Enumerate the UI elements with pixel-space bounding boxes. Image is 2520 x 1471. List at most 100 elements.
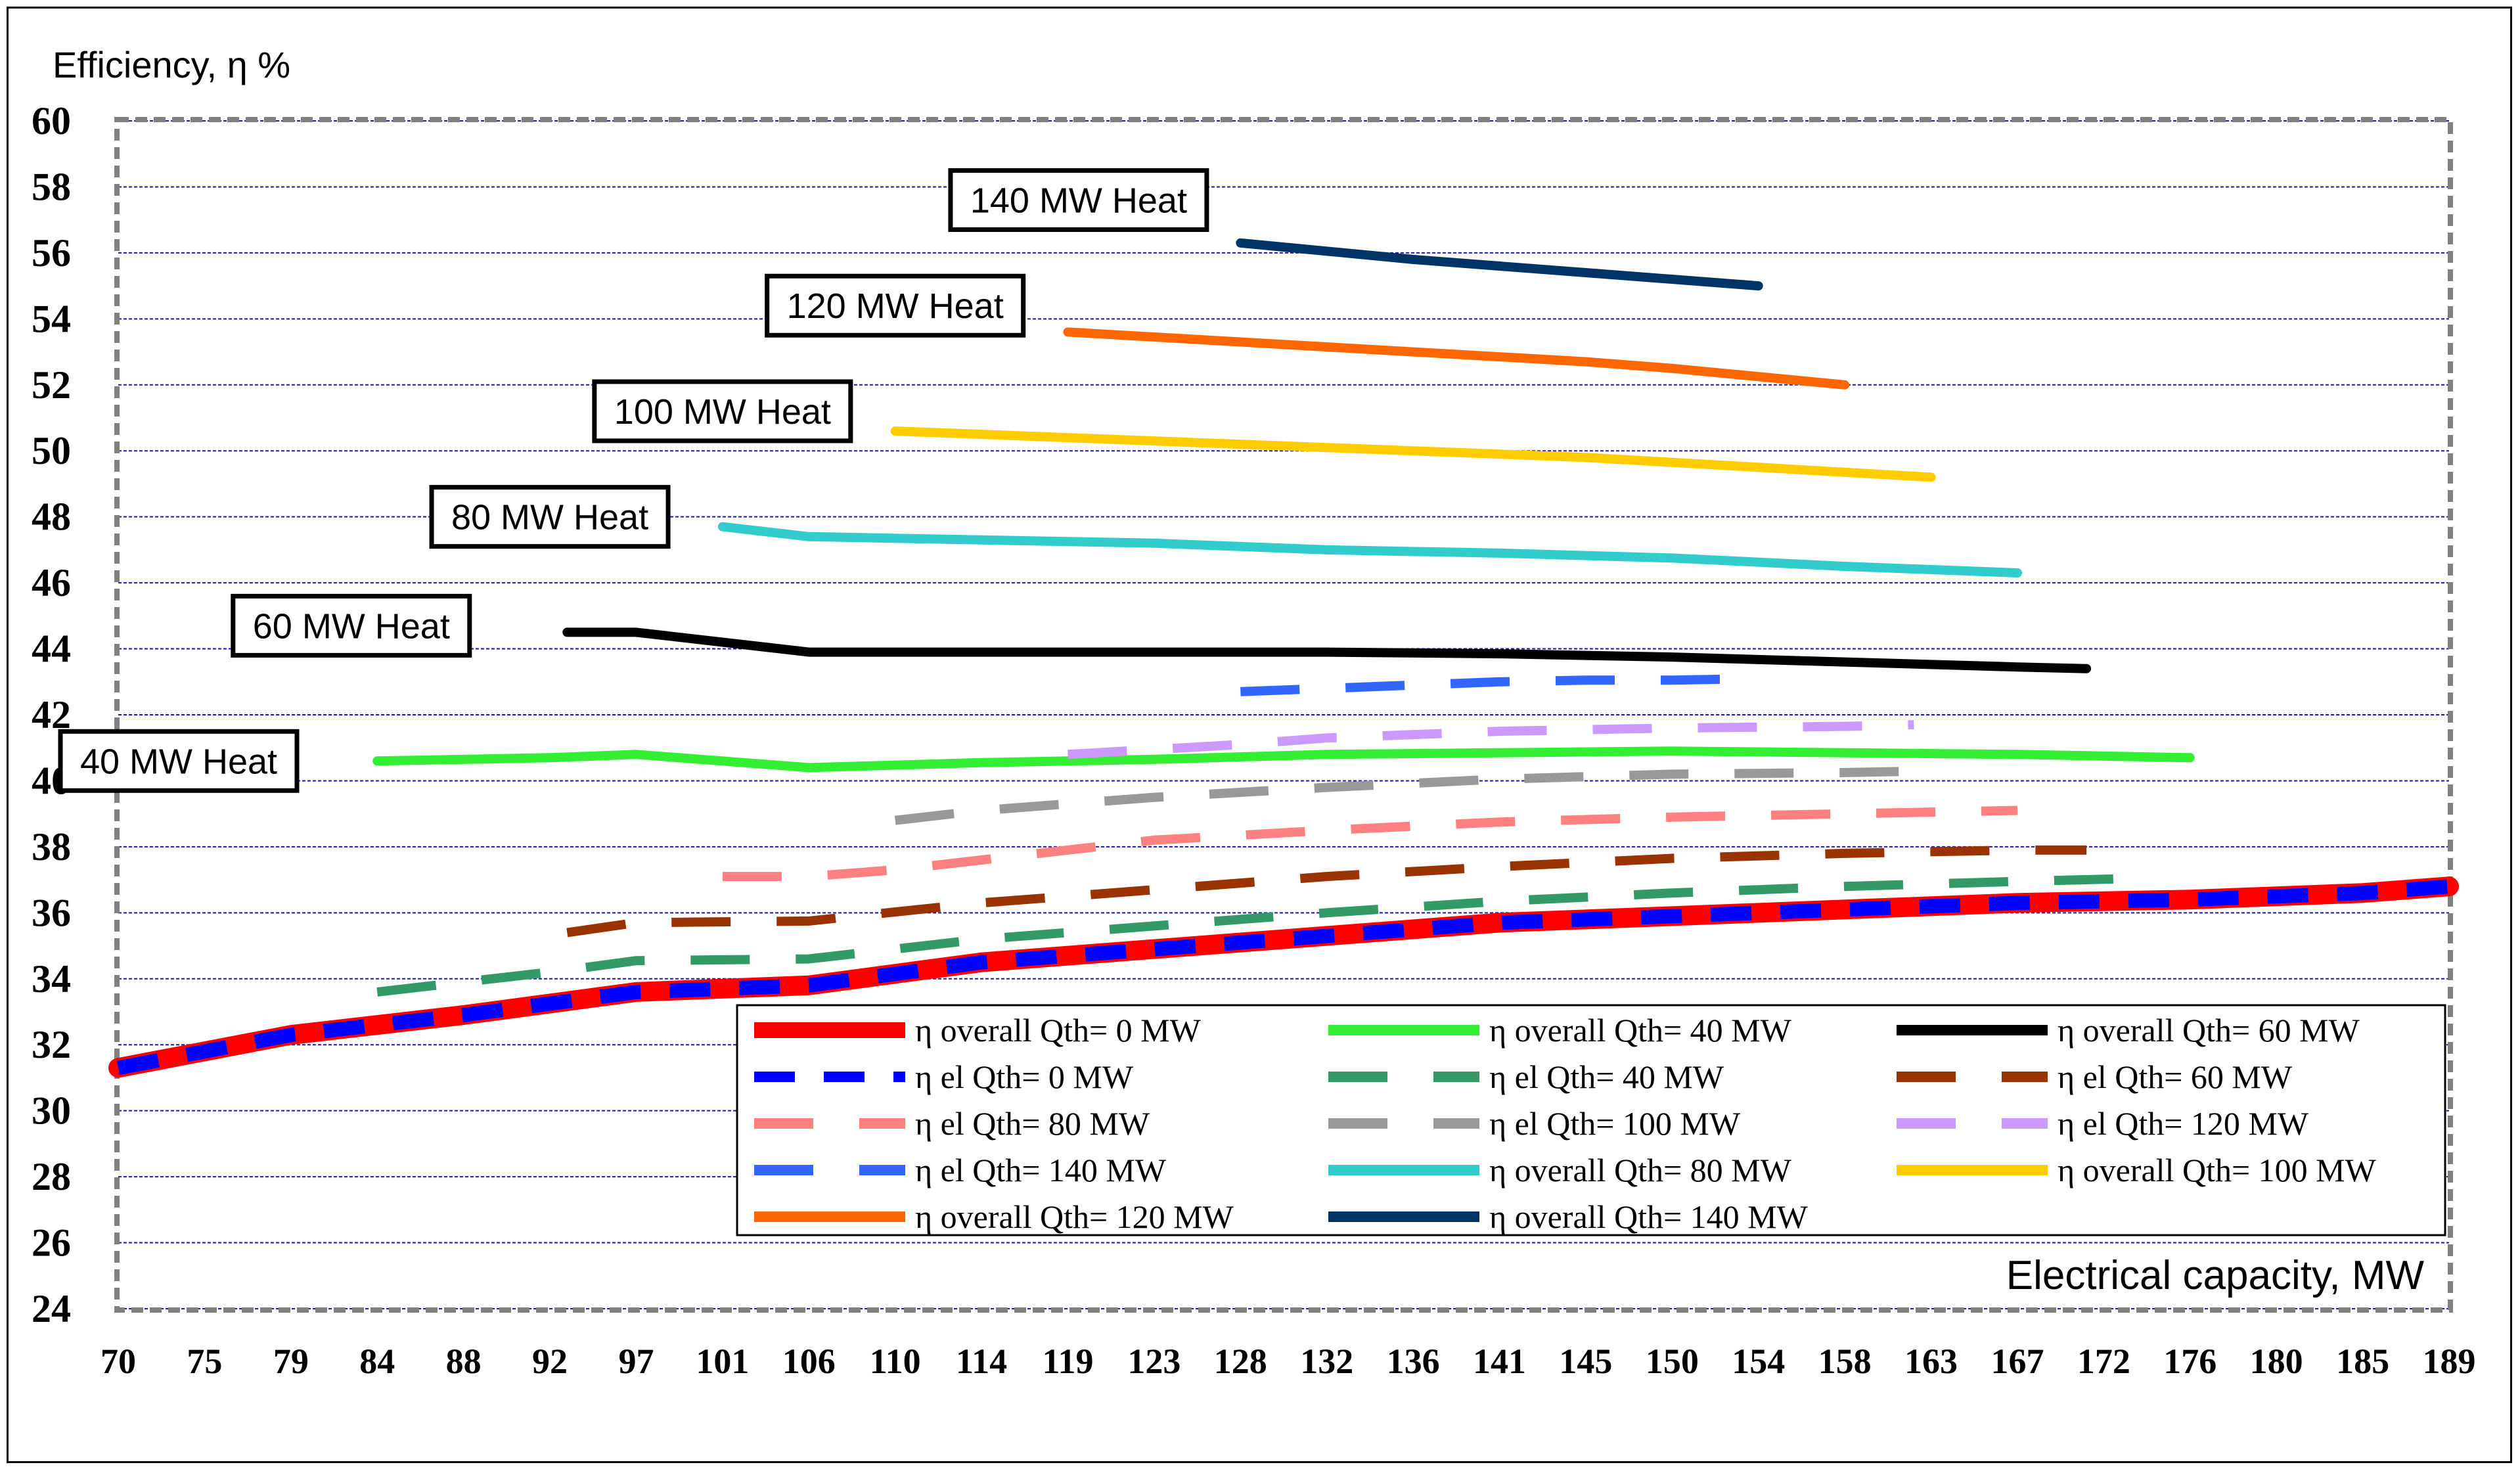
legend-label: η overall Qth= 60 MW (2058, 1012, 2360, 1049)
annotation-box (948, 168, 1209, 233)
x-tick-label: 119 (1042, 1342, 1093, 1381)
legend-entry: η overall Qth= 140 MW (1328, 1198, 1809, 1235)
x-tick-label: 150 (1646, 1342, 1699, 1381)
heat-annotation-0: 40 MW Heat (58, 729, 300, 793)
annotation-box (592, 379, 853, 443)
annotation-box (765, 273, 1026, 338)
legend-entry: η overall Qth= 0 MW (754, 1012, 1202, 1049)
legend-entry: η overall Qth= 100 MW (1897, 1152, 2377, 1188)
legend-label: η el Qth= 120 MW (2058, 1105, 2309, 1142)
y-axis-label: Efficiency, η % (53, 44, 290, 85)
series-line-13 (1236, 238, 1763, 291)
y-tick-label: 28 (32, 1155, 71, 1198)
y-tick-label: 54 (32, 297, 71, 340)
legend-entry: η overall Qth= 40 MW (1328, 1012, 1792, 1049)
x-tick-label: 167 (1991, 1342, 2044, 1381)
x-tick-label: 92 (532, 1342, 568, 1381)
y-tick-label: 34 (32, 957, 71, 1001)
legend-label: η el Qth= 0 MW (915, 1058, 1134, 1095)
y-tick-label: 50 (32, 429, 71, 472)
x-tick-label: 185 (2336, 1342, 2389, 1381)
x-tick-label: 114 (956, 1342, 1007, 1381)
x-tick-label: 141 (1473, 1342, 1526, 1381)
series-lines (108, 238, 2459, 1078)
heat-annotation-1: 60 MW Heat (231, 593, 472, 658)
legend-label: η el Qth= 100 MW (1489, 1105, 1741, 1142)
x-tick-label: 180 (2250, 1342, 2303, 1381)
x-tick-label: 70 (101, 1342, 136, 1381)
y-tick-label: 48 (32, 495, 71, 539)
legend-entry: η overall Qth= 60 MW (1897, 1012, 2360, 1049)
y-tick-label: 24 (32, 1287, 71, 1330)
legend-entry: η el Qth= 100 MW (1328, 1105, 1741, 1142)
legend-label: η overall Qth= 80 MW (1489, 1152, 1792, 1188)
y-tick-label: 44 (32, 627, 71, 671)
y-tick-label: 32 (32, 1023, 71, 1066)
legend-label: η el Qth= 140 MW (915, 1152, 1167, 1188)
series-line-1 (116, 879, 2450, 1075)
annotation-text: 100 MW Heat (614, 392, 831, 432)
annotation-text: 40 MW Heat (80, 742, 277, 781)
legend-label: η overall Qth= 0 MW (915, 1012, 1202, 1049)
legend-entry: η overall Qth= 80 MW (1328, 1152, 1792, 1188)
legend-entry: η el Qth= 140 MW (754, 1152, 1167, 1188)
heat-annotation-4: 120 MW Heat (765, 273, 1026, 338)
series-line-11 (890, 426, 1936, 482)
x-tick-label: 189 (2423, 1342, 2476, 1381)
annotations: 40 MW Heat 60 MW Heat 80 MW Heat 100 MW Hea… (58, 168, 1209, 793)
x-tick-labels: 70 75 79 84 88 92 97 101 106 110 114 119 123 128 132 13… (101, 1342, 2476, 1381)
x-tick-label: 101 (696, 1342, 749, 1381)
x-tick-label: 88 (446, 1342, 482, 1381)
heat-annotation-2: 80 MW Heat (429, 485, 671, 549)
x-axis-label: Electrical capacity, MW (2006, 1253, 2425, 1298)
legend: η overall Qth= 0 MW η overall Qth= 40 MW η… (736, 1004, 2446, 1236)
x-tick-label: 79 (273, 1342, 309, 1381)
legend-label: η overall Qth= 140 MW (1489, 1198, 1809, 1235)
legend-label: η el Qth= 80 MW (915, 1105, 1150, 1142)
annotation-text: 120 MW Heat (787, 286, 1004, 326)
legend-label: η overall Qth= 100 MW (2058, 1152, 2377, 1188)
series-line-2 (372, 746, 2195, 773)
legend-label: η el Qth= 60 MW (2058, 1058, 2293, 1095)
x-tick-label: 123 (1127, 1342, 1181, 1381)
annotation-text: 60 MW Heat (253, 606, 450, 646)
x-tick-label: 75 (187, 1342, 222, 1381)
heat-annotation-5: 140 MW Heat (948, 168, 1209, 233)
series-line-9 (1240, 673, 1759, 696)
legend-label: η el Qth= 40 MW (1489, 1058, 1724, 1095)
x-tick-label: 145 (1559, 1342, 1612, 1381)
plot-area-border (114, 117, 2453, 1313)
series-line-3 (562, 627, 2092, 673)
y-tick-label: 58 (32, 165, 71, 208)
legend-label: η overall Qth= 40 MW (1489, 1012, 1792, 1049)
y-tick-label: 52 (32, 363, 71, 407)
series-line-5 (566, 845, 2087, 938)
legend-entry: η el Qth= 40 MW (1328, 1058, 1724, 1095)
annotation-box (58, 729, 300, 793)
annotation-box (429, 485, 671, 549)
series-line-10 (717, 522, 2022, 577)
legend-label: η overall Qth= 120 MW (915, 1198, 1234, 1235)
annotation-text: 140 MW Heat (970, 181, 1187, 221)
legend-entry: η overall Qth= 120 MW (754, 1198, 1234, 1235)
annotation-box (231, 593, 472, 658)
series-line-12 (1063, 327, 1850, 390)
y-tick-label: 60 (32, 99, 71, 143)
series-line-7 (894, 766, 1931, 825)
x-tick-label: 163 (1904, 1342, 1958, 1381)
legend-box (736, 1004, 2446, 1236)
series-line-6 (722, 805, 2018, 882)
legend-entry: η el Qth= 120 MW (1897, 1105, 2309, 1142)
heat-annotation-3: 100 MW Heat (592, 379, 853, 443)
x-tick-label: 172 (2077, 1342, 2130, 1381)
y-tick-label: 56 (32, 231, 71, 275)
legend-entry: η el Qth= 80 MW (754, 1105, 1150, 1142)
series-line-4 (376, 873, 2148, 997)
y-tick-label: 36 (32, 891, 71, 934)
y-tick-label: 30 (32, 1089, 71, 1133)
annotation-text: 80 MW Heat (451, 498, 648, 537)
x-tick-label: 154 (1732, 1342, 1785, 1381)
y-tick-label: 26 (32, 1221, 71, 1265)
